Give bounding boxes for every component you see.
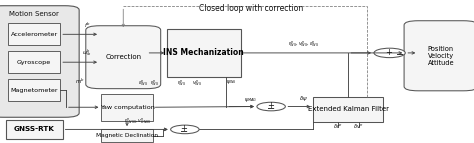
Text: $v_{INS}^n$: $v_{INS}^n$ [191, 78, 202, 88]
Text: Position
Velocity
Attitude: Position Velocity Attitude [428, 46, 454, 66]
FancyBboxPatch shape [404, 21, 474, 91]
Text: −: − [396, 50, 405, 60]
Text: INS Mechanization: INS Mechanization [164, 48, 244, 57]
Text: +: + [181, 124, 187, 133]
Text: $m^b$: $m^b$ [75, 77, 84, 86]
Text: +: + [267, 102, 273, 110]
FancyBboxPatch shape [0, 6, 79, 117]
Text: $\delta v^n$: $\delta v^n$ [354, 123, 364, 131]
FancyBboxPatch shape [313, 97, 383, 122]
Text: Extended Kalman Filter: Extended Kalman Filter [308, 106, 389, 112]
Text: $\delta r^n$: $\delta r^n$ [333, 123, 343, 131]
Text: $\psi_{MAG}$: $\psi_{MAG}$ [244, 96, 257, 104]
Text: Motion Sensor: Motion Sensor [9, 11, 59, 17]
Text: −: − [180, 127, 189, 137]
Text: +: + [385, 48, 392, 57]
Text: Closed loop with correction: Closed loop with correction [199, 4, 303, 13]
Text: $r_{INS}^n$: $r_{INS}^n$ [177, 78, 186, 88]
FancyBboxPatch shape [86, 26, 161, 89]
Text: $r_{INS}^n, v_{INS}^n, \epsilon_{INS}^n$: $r_{INS}^n, v_{INS}^n, \epsilon_{INS}^n$ [288, 39, 319, 49]
Text: $r_{GNSS}^n, v_{GNSS}^n$: $r_{GNSS}^n, v_{GNSS}^n$ [124, 117, 151, 126]
Text: Accelerometer: Accelerometer [10, 32, 58, 37]
Text: Correction: Correction [105, 54, 141, 60]
FancyBboxPatch shape [6, 120, 63, 139]
FancyBboxPatch shape [101, 94, 153, 121]
Circle shape [257, 102, 285, 111]
Text: Magnetometer: Magnetometer [10, 88, 58, 93]
Text: GNSS-RTK: GNSS-RTK [14, 126, 55, 132]
Circle shape [171, 125, 199, 134]
Text: $f^b$: $f^b$ [84, 21, 91, 30]
FancyBboxPatch shape [8, 51, 60, 73]
FancyBboxPatch shape [101, 129, 153, 142]
FancyBboxPatch shape [167, 29, 240, 77]
Text: $\epsilon_{INS}^n$: $\epsilon_{INS}^n$ [138, 78, 148, 88]
FancyBboxPatch shape [8, 23, 60, 45]
Text: Gyroscope: Gyroscope [17, 60, 51, 65]
Text: Magnetic Declination: Magnetic Declination [96, 133, 158, 138]
Circle shape [374, 48, 405, 58]
Text: $\psi_{INS}$: $\psi_{INS}$ [226, 78, 237, 86]
Text: Yaw computation: Yaw computation [100, 105, 155, 110]
Text: $\delta\psi$: $\delta\psi$ [299, 94, 308, 103]
Text: $\omega_{ib}^b$: $\omega_{ib}^b$ [82, 47, 91, 58]
Text: −: − [267, 104, 275, 114]
Text: $r_{INS}^n$: $r_{INS}^n$ [150, 78, 160, 88]
FancyBboxPatch shape [8, 79, 60, 101]
